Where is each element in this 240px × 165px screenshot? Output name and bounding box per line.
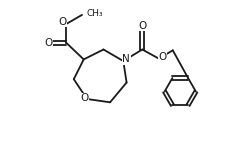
Text: O: O [138, 21, 146, 31]
Text: CH₃: CH₃ [86, 9, 103, 18]
Text: O: O [80, 93, 88, 103]
Text: O: O [59, 17, 67, 27]
Text: N: N [122, 54, 130, 64]
Text: O: O [44, 38, 52, 48]
Text: O: O [158, 52, 167, 62]
